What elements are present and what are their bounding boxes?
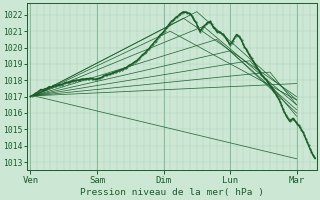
- X-axis label: Pression niveau de la mer( hPa ): Pression niveau de la mer( hPa ): [80, 188, 264, 197]
